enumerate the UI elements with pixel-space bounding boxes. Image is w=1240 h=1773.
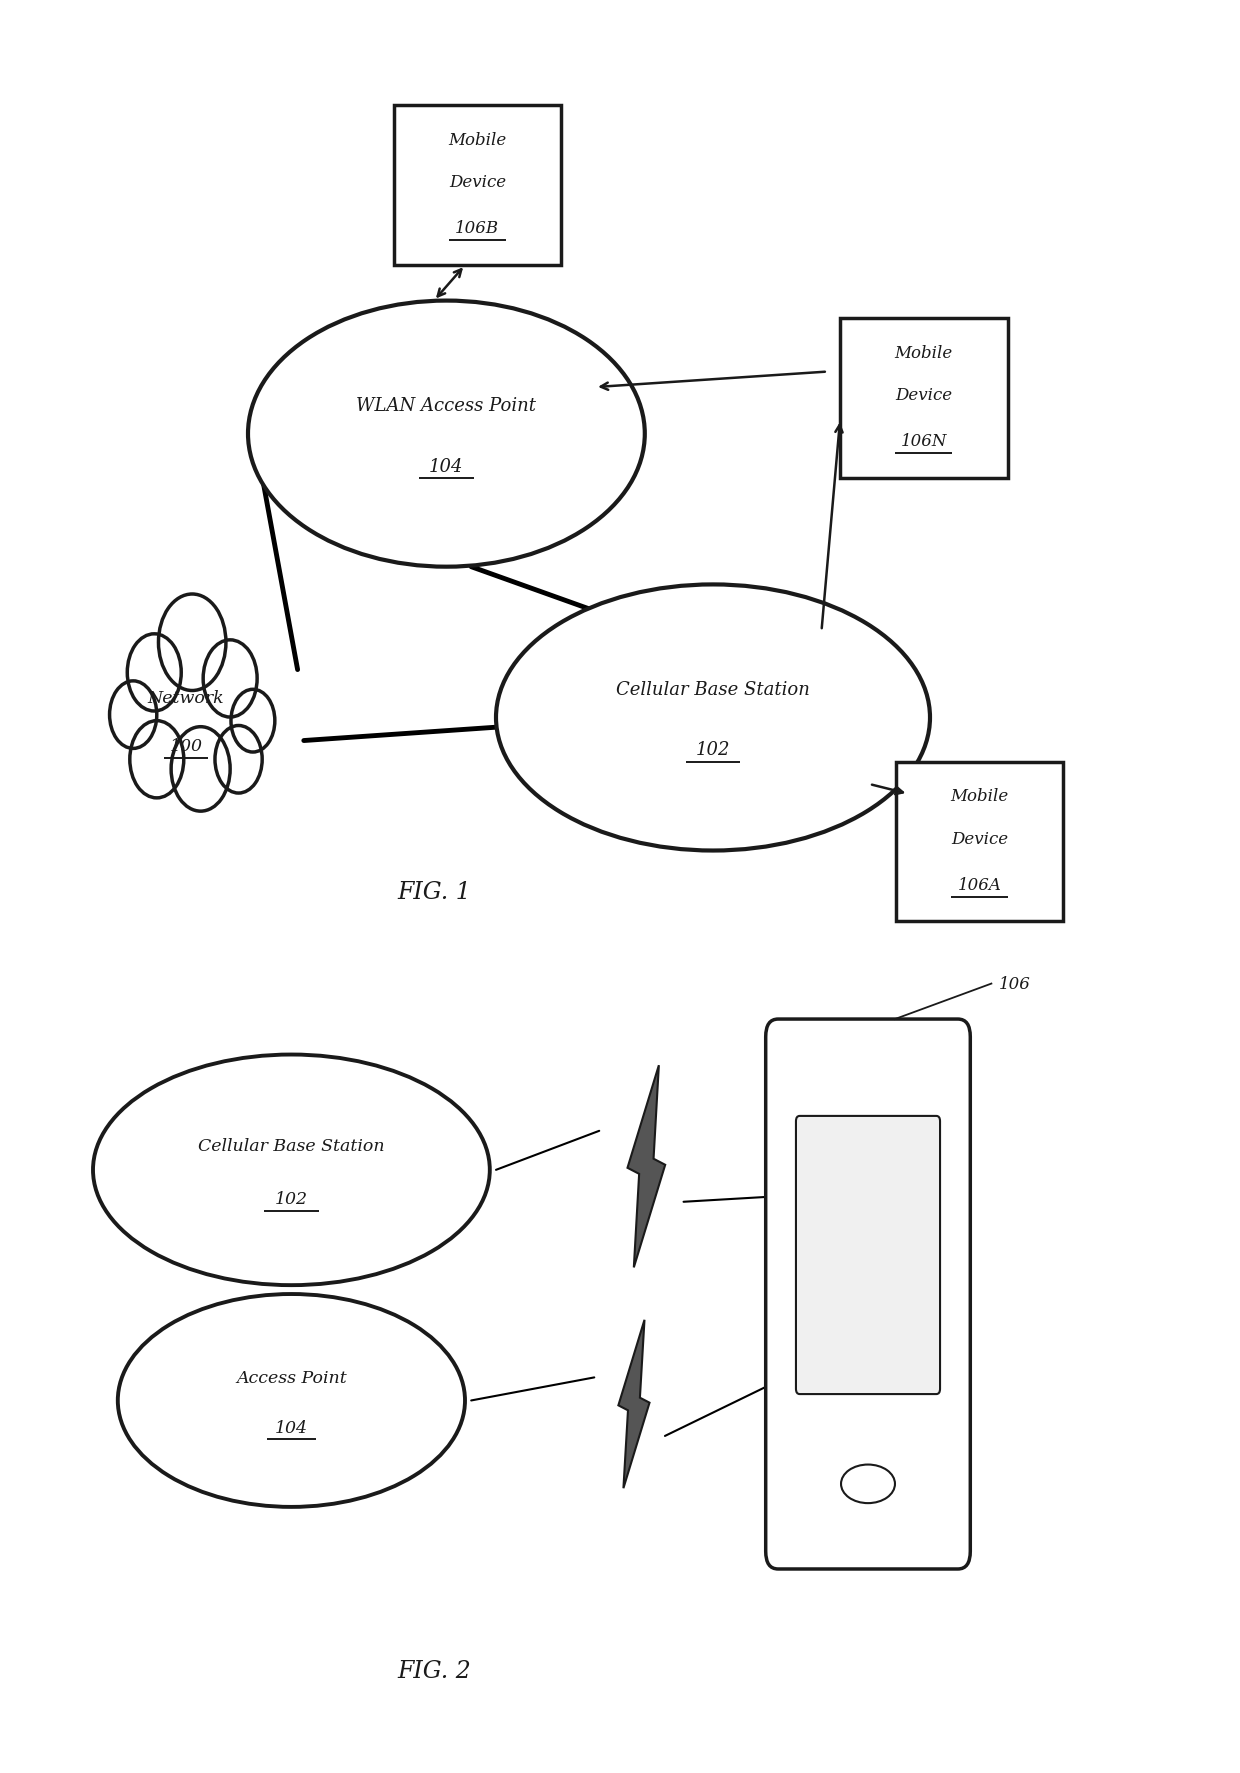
Text: Mobile: Mobile <box>895 344 952 362</box>
Text: 106: 106 <box>999 975 1030 993</box>
Text: WLAN Access Point: WLAN Access Point <box>356 397 537 415</box>
Text: FIG. 1: FIG. 1 <box>397 881 471 902</box>
Circle shape <box>215 727 262 794</box>
Text: 102: 102 <box>275 1190 308 1207</box>
Text: Access Point: Access Point <box>236 1369 347 1386</box>
Text: Cellular Base Station: Cellular Base Station <box>198 1136 384 1154</box>
Ellipse shape <box>93 1055 490 1285</box>
Text: 104: 104 <box>275 1418 308 1436</box>
Ellipse shape <box>496 585 930 851</box>
Ellipse shape <box>841 1464 895 1504</box>
Text: Mobile: Mobile <box>449 131 506 149</box>
Circle shape <box>171 727 231 812</box>
Circle shape <box>109 681 156 748</box>
Circle shape <box>130 722 184 798</box>
Text: Device: Device <box>449 174 506 191</box>
Bar <box>895 762 1064 922</box>
Text: 102: 102 <box>696 741 730 759</box>
Circle shape <box>159 594 226 691</box>
Circle shape <box>128 635 181 711</box>
Text: Network: Network <box>148 690 224 707</box>
Text: 106B: 106B <box>455 220 500 238</box>
Text: Mobile: Mobile <box>951 787 1008 805</box>
Bar <box>841 319 1007 479</box>
Polygon shape <box>627 1066 665 1268</box>
Polygon shape <box>619 1321 650 1488</box>
Ellipse shape <box>118 1294 465 1507</box>
Ellipse shape <box>248 301 645 567</box>
Text: FIG. 2: FIG. 2 <box>397 1660 471 1681</box>
Text: 106A: 106A <box>957 876 1002 894</box>
Text: 100: 100 <box>170 738 202 755</box>
FancyBboxPatch shape <box>796 1117 940 1394</box>
Circle shape <box>203 640 257 718</box>
Text: 106N: 106N <box>900 433 947 450</box>
Text: Device: Device <box>951 830 1008 847</box>
Bar <box>394 106 560 266</box>
Circle shape <box>231 690 275 752</box>
Text: 104: 104 <box>429 457 464 475</box>
Text: Cellular Base Station: Cellular Base Station <box>616 681 810 699</box>
FancyBboxPatch shape <box>765 1019 970 1569</box>
Text: Device: Device <box>895 387 952 404</box>
